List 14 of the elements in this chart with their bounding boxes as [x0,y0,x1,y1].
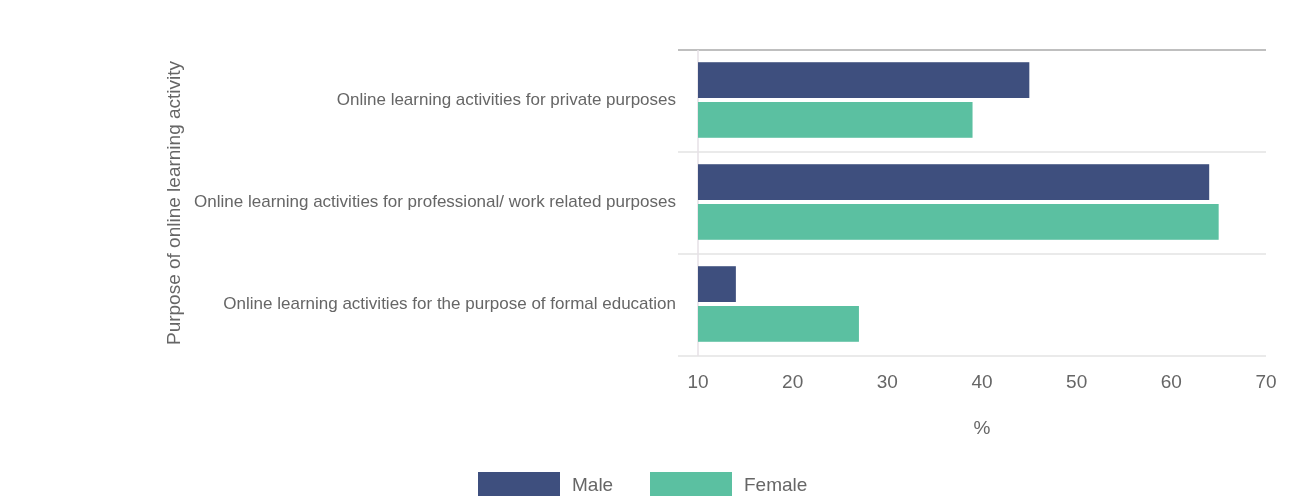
y-tick-label: Online learning activities for the purpose of formal education [223,294,676,314]
x-tick-label: 50 [1066,371,1088,392]
x-tick-label: 40 [971,371,993,392]
y-tick-label: Online learning activities for professional/ work related purposes [194,192,676,212]
x-axis-title: % [973,417,991,438]
x-tick-label: 10 [687,371,709,392]
x-tick-label: 30 [876,371,898,392]
x-tick-label: 70 [1255,371,1277,392]
y-tick-label: Online learning activities for private purposes [336,90,676,110]
x-tick-label: 20 [782,371,804,392]
y-axis-title: Purpose of online learning activity [163,60,184,346]
legend-label: Female [744,474,808,495]
legend-label: Male [572,474,614,495]
x-tick-label: 60 [1160,371,1182,392]
